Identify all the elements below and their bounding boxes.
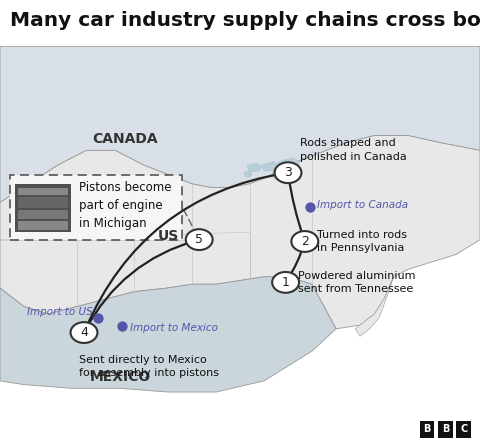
FancyBboxPatch shape [420, 421, 434, 438]
Text: Pistons become
part of engine
in Michigan: Pistons become part of engine in Michiga… [79, 181, 172, 230]
FancyBboxPatch shape [438, 421, 453, 438]
Text: 4: 4 [80, 326, 88, 339]
Polygon shape [247, 164, 262, 172]
Text: 2: 2 [301, 235, 309, 248]
Text: B: B [442, 424, 449, 434]
Point [306, 204, 313, 211]
Polygon shape [273, 171, 288, 179]
Circle shape [291, 231, 318, 252]
Text: US: US [157, 229, 179, 243]
Polygon shape [0, 46, 480, 202]
Circle shape [272, 272, 299, 293]
Text: Powdered aluminium
sent from Tennessee: Powdered aluminium sent from Tennessee [298, 271, 415, 294]
Text: 1: 1 [282, 276, 289, 289]
Point [119, 322, 126, 329]
Polygon shape [262, 161, 278, 171]
FancyBboxPatch shape [10, 175, 182, 239]
Text: Import to Canada: Import to Canada [317, 200, 408, 210]
Point [95, 315, 102, 322]
Text: CANADA: CANADA [92, 132, 157, 146]
Polygon shape [0, 135, 480, 329]
FancyBboxPatch shape [18, 221, 68, 230]
Text: Turned into rods
in Pennsylvania: Turned into rods in Pennsylvania [317, 230, 407, 253]
Text: Sent directly to Mexico
for assembly into pistons: Sent directly to Mexico for assembly int… [79, 355, 219, 378]
Circle shape [275, 162, 301, 183]
Text: 5: 5 [195, 233, 203, 246]
FancyBboxPatch shape [18, 210, 68, 219]
Text: 3: 3 [284, 166, 292, 179]
Circle shape [186, 229, 213, 250]
Text: MEXICO: MEXICO [89, 370, 151, 384]
Text: Import to Mexico: Import to Mexico [130, 323, 217, 333]
Polygon shape [355, 277, 394, 336]
Text: B: B [423, 424, 431, 434]
FancyBboxPatch shape [18, 187, 68, 195]
Text: Import to US: Import to US [27, 307, 93, 317]
FancyBboxPatch shape [18, 197, 68, 208]
FancyBboxPatch shape [15, 184, 71, 232]
Polygon shape [277, 158, 300, 169]
Polygon shape [0, 277, 336, 392]
Circle shape [71, 322, 97, 343]
Text: Rods shaped and
polished in Canada: Rods shaped and polished in Canada [300, 138, 407, 161]
FancyBboxPatch shape [456, 421, 471, 438]
Text: Many car industry supply chains cross borders: Many car industry supply chains cross bo… [10, 11, 480, 30]
Polygon shape [244, 171, 252, 177]
Text: C: C [460, 424, 468, 434]
